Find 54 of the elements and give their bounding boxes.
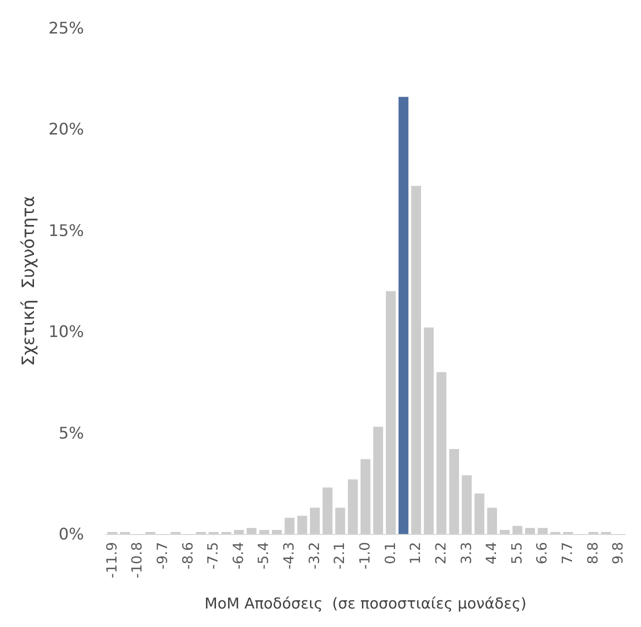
bar: [246, 528, 257, 534]
bar: [360, 459, 370, 534]
x-tick-label: -10.8: [130, 542, 146, 578]
y-tick-label: 10%: [48, 322, 84, 342]
bar: [538, 528, 548, 534]
x-tick-label: 3.3: [458, 542, 475, 564]
y-axis-title: Σχετική Συχνότητα: [19, 196, 40, 366]
bar: [322, 487, 332, 534]
bar: [449, 448, 460, 534]
bar: [272, 530, 282, 534]
bar: [500, 530, 510, 534]
bar: [411, 186, 422, 534]
x-tick-label: 4.4: [484, 542, 500, 564]
x-tick-label: 0.1: [382, 542, 399, 564]
bar: [474, 494, 484, 534]
x-tick-label: 2.2: [433, 542, 450, 564]
bar: [335, 508, 346, 534]
y-tick-label: 25%: [48, 18, 84, 38]
x-tick-label: -4.3: [282, 542, 298, 570]
bar: [386, 291, 396, 534]
y-tick-label: 15%: [48, 220, 84, 240]
bar: [487, 508, 498, 534]
x-tick-label: -11.9: [104, 542, 120, 578]
bar: [297, 516, 308, 534]
bar: [348, 479, 358, 534]
x-tick-label: 7.7: [560, 542, 576, 564]
bar: [424, 328, 434, 534]
x-tick-label: 9.8: [610, 542, 627, 564]
x-tick-label: -5.4: [256, 542, 272, 570]
y-tick-label: 5%: [58, 423, 84, 442]
bar: [525, 528, 535, 534]
x-tick-label: -8.6: [180, 542, 196, 570]
y-tick-label: 0%: [58, 524, 84, 544]
x-tick-label: -6.4: [230, 542, 247, 570]
x-tick-label: 1.2: [408, 542, 424, 564]
x-tick-label: -1.0: [358, 542, 374, 570]
bar: [259, 530, 270, 534]
bar: [436, 372, 446, 534]
x-tick-label: -9.7: [154, 542, 171, 570]
bar: [234, 530, 244, 534]
x-axis-title: MoM Αποδόσεις (σε ποσοστιαίες μονάδες): [204, 594, 526, 612]
bar: [512, 526, 522, 534]
x-tick-label: 5.5: [509, 542, 526, 564]
bar: [310, 508, 320, 534]
x-tick-label: -3.2: [306, 542, 323, 570]
x-tick-label: -7.5: [206, 542, 222, 570]
bar: [398, 96, 408, 534]
x-tick-label: 8.8: [585, 542, 602, 564]
x-tick-label: -2.1: [332, 542, 348, 570]
bar: [373, 426, 384, 534]
bar: [462, 475, 472, 534]
bar: [284, 518, 294, 534]
y-tick-label: 20%: [48, 120, 84, 139]
x-tick-label: 6.6: [534, 542, 551, 564]
